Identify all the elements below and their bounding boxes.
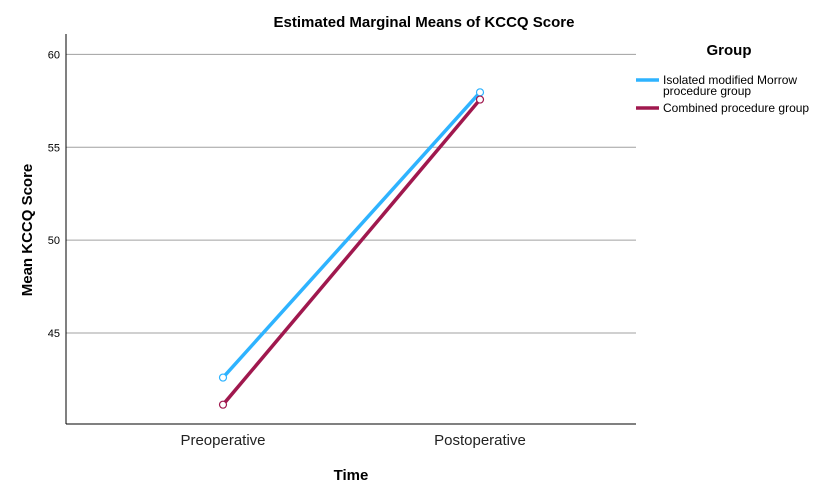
y-axis-label: Mean KCCQ Score (19, 164, 36, 297)
legend-label: Isolated modified Morrow (663, 73, 797, 87)
x-tick-label: Preoperative (180, 432, 265, 449)
x-tick-label: Postoperative (434, 432, 526, 449)
legend-label: procedure group (663, 84, 751, 98)
y-tick-label: 50 (48, 235, 60, 247)
data-point (218, 400, 228, 409)
data-point (475, 88, 485, 97)
legend-label: Combined procedure group (663, 101, 809, 115)
series-line (221, 91, 482, 379)
legend-title: Group (707, 42, 752, 59)
series-line (221, 98, 482, 406)
chart-title: Estimated Marginal Means of KCCQ Score (274, 14, 575, 31)
y-tick-label: 45 (48, 328, 60, 340)
data-point (475, 95, 485, 104)
y-tick-label: 55 (48, 142, 60, 154)
x-axis-label: Time (334, 467, 369, 484)
y-tick-label: 60 (48, 49, 60, 61)
data-point (218, 373, 228, 382)
